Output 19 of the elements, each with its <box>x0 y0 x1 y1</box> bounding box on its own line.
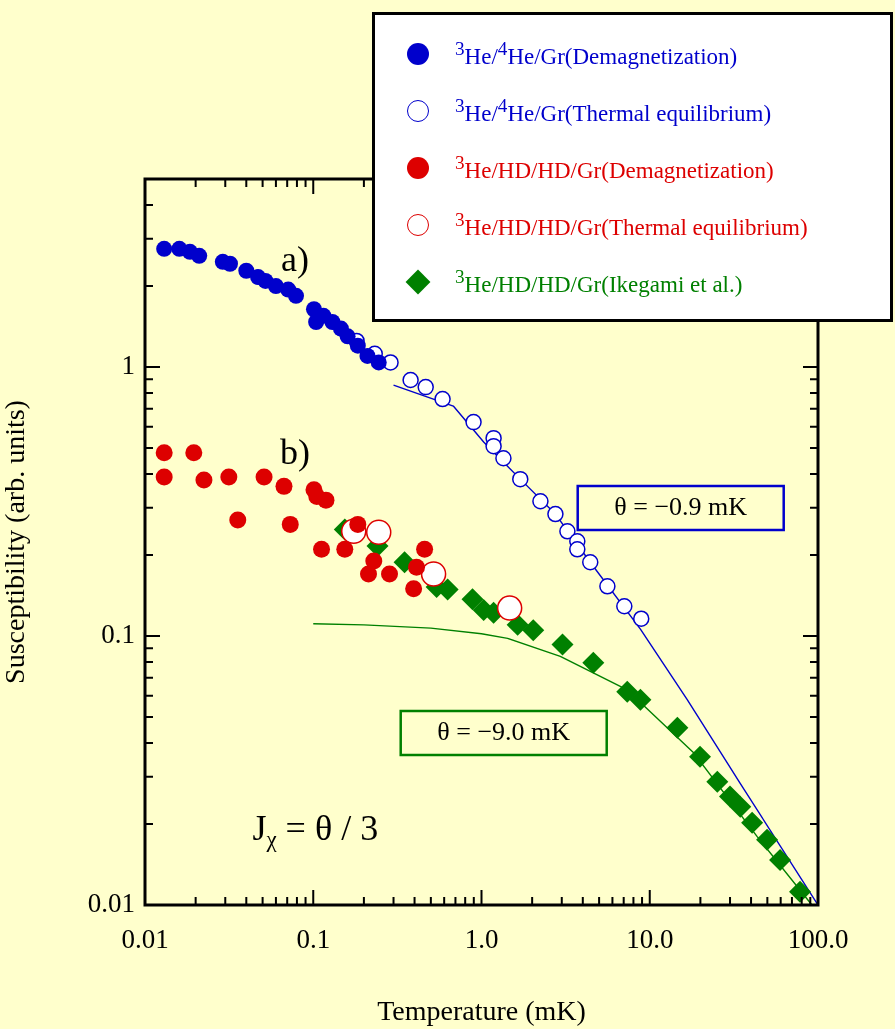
x-tick-label: 1.0 <box>464 924 499 955</box>
annotation: b) <box>280 432 311 473</box>
legend-label: $^{3}$He/$^{4}$He/Gr(Demagnetization) <box>455 37 738 70</box>
legend-label: $^{3}$He/HD/HD/Gr(Demagnetization) <box>455 151 774 184</box>
annotation: θ = −9.0 mK <box>437 716 571 746</box>
legend-label: $^{3}$He/HD/HD/Gr(Ikegami et al.) <box>455 265 743 298</box>
x-axis-title: Temperature (mK) <box>377 994 586 1026</box>
annotation: a) <box>281 239 310 280</box>
legend-label: $^{3}$He/HD/HD/Gr(Thermal equilibrium) <box>455 208 808 241</box>
x-tick-label: 100.0 <box>787 924 849 955</box>
y-axis-title: Susceptibility (arb. units) <box>0 400 31 684</box>
y-tick-label: 0.01 <box>87 888 135 919</box>
legend-label: $^{3}$He/$^{4}$He/Gr(Thermal equilibrium) <box>455 94 772 127</box>
y-tick-label: 0.1 <box>101 619 135 650</box>
y-tick-label: 1 <box>121 350 135 381</box>
x-tick-label: 10.0 <box>626 924 674 955</box>
annotation: θ = −0.9 mK <box>614 491 748 521</box>
x-tick-label: 0.1 <box>296 924 331 955</box>
x-tick-label: 0.01 <box>121 924 169 955</box>
